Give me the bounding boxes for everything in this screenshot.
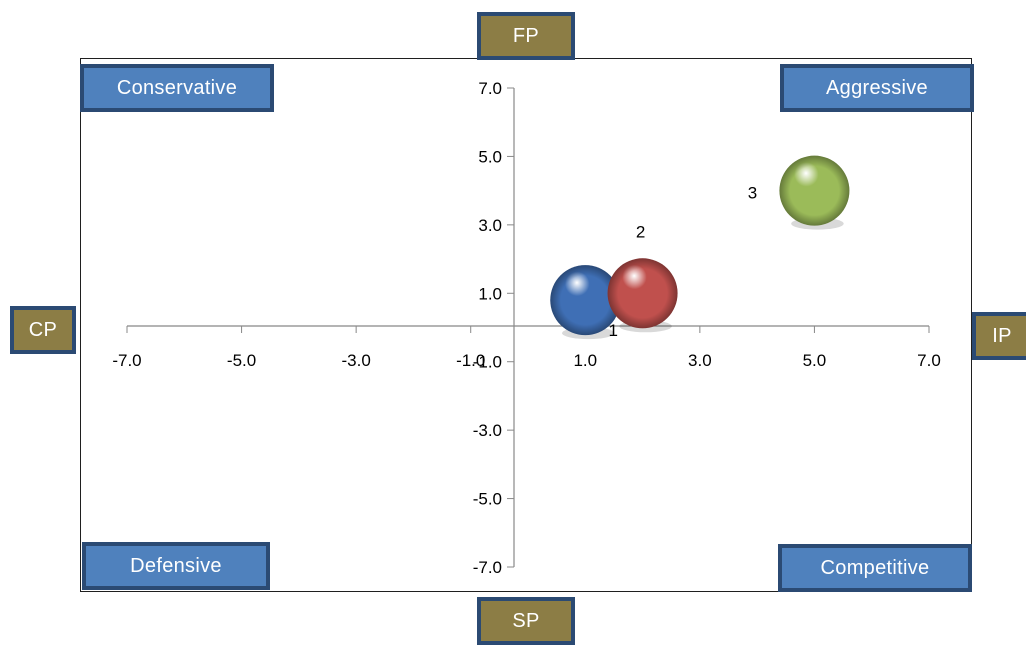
quadrant-label-competitive: Competitive <box>778 544 972 592</box>
quadrant-label-aggressive: Aggressive <box>780 64 974 112</box>
quadrant-label-conservative: Conservative <box>80 64 274 112</box>
x-tick-label: 7.0 <box>917 351 941 370</box>
x-tick-label: -3.0 <box>341 351 370 370</box>
y-tick-label: 5.0 <box>478 147 502 166</box>
data-points: 1 2 3 <box>550 155 850 340</box>
x-tick-label: 5.0 <box>803 351 827 370</box>
x-tick-label: -1.0 <box>456 351 485 370</box>
axis-label-bottom: SP <box>477 597 575 645</box>
x-tick-label: 1.0 <box>573 351 597 370</box>
axis-label-left: CP <box>10 306 76 354</box>
data-point-3: 3 <box>748 155 850 230</box>
y-tick-label: 1.0 <box>478 284 502 303</box>
point-label: 1 <box>609 321 618 340</box>
data-point-1: 1 <box>550 265 621 340</box>
y-tick-label: -1.0 <box>473 353 502 372</box>
x-tick-label: -7.0 <box>112 351 141 370</box>
x-tick-label: -5.0 <box>227 351 256 370</box>
point-sphere-shade <box>550 265 621 336</box>
tick-labels: -7.0 -5.0 -3.0 -1.0 1.0 3.0 5.0 7.0 -7.0 -5.0 -3.0… <box>112 79 940 577</box>
x-tick-label: 3.0 <box>688 351 712 370</box>
y-tick-label: 7.0 <box>478 79 502 98</box>
quadrant-label-defensive: Defensive <box>82 542 270 590</box>
y-tick-label: 3.0 <box>478 216 502 235</box>
point-label: 2 <box>636 222 645 241</box>
point-sphere-shade <box>779 155 850 226</box>
point-label: 3 <box>748 184 757 203</box>
axes <box>126 87 930 568</box>
point-sphere-shade <box>607 258 678 329</box>
axis-label-top: FP <box>477 12 575 60</box>
y-tick-label: -3.0 <box>473 421 502 440</box>
axis-label-right: IP <box>972 312 1026 360</box>
y-tick-label: -7.0 <box>473 558 502 577</box>
data-point-2: 2 <box>607 222 678 333</box>
y-tick-label: -5.0 <box>473 490 502 509</box>
